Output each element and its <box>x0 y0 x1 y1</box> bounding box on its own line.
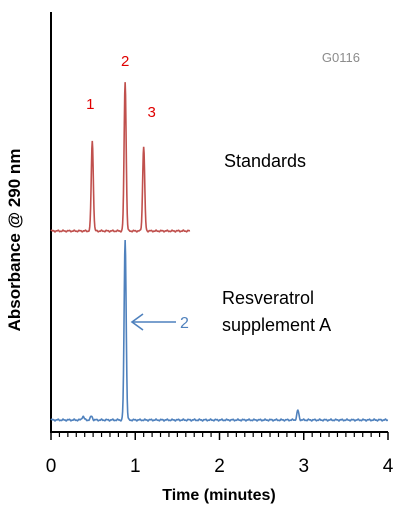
annotation-arrow-head <box>130 313 144 331</box>
sample-label-line1: Resveratrol <box>222 288 314 308</box>
x-tick-label: 2 <box>214 456 225 477</box>
x-tick-label: 4 <box>383 456 394 477</box>
peak-label: 3 <box>148 104 156 121</box>
x-axis-label: Time (minutes) <box>162 487 276 504</box>
x-tick-label: 3 <box>298 456 309 477</box>
x-axis-ticks <box>50 432 389 440</box>
x-tick-label: 1 <box>130 456 141 477</box>
peak-labels: 1 2 3 <box>86 53 156 121</box>
x-tick-label: 0 <box>46 456 57 477</box>
standards-label: Standards <box>224 151 306 171</box>
x-axis-tick-labels: 0 1 2 3 4 <box>46 456 394 477</box>
standards-trace <box>50 82 191 233</box>
peak-label: 2 <box>121 53 129 70</box>
sample-trace <box>50 240 389 422</box>
peak-label: 1 <box>86 96 94 113</box>
arrow-label: 2 <box>180 315 189 332</box>
chart-code: G0116 <box>322 50 360 65</box>
sample-label-line2: supplement A <box>222 315 331 335</box>
y-axis-label: Absorbance @ 290 nm <box>5 149 24 332</box>
